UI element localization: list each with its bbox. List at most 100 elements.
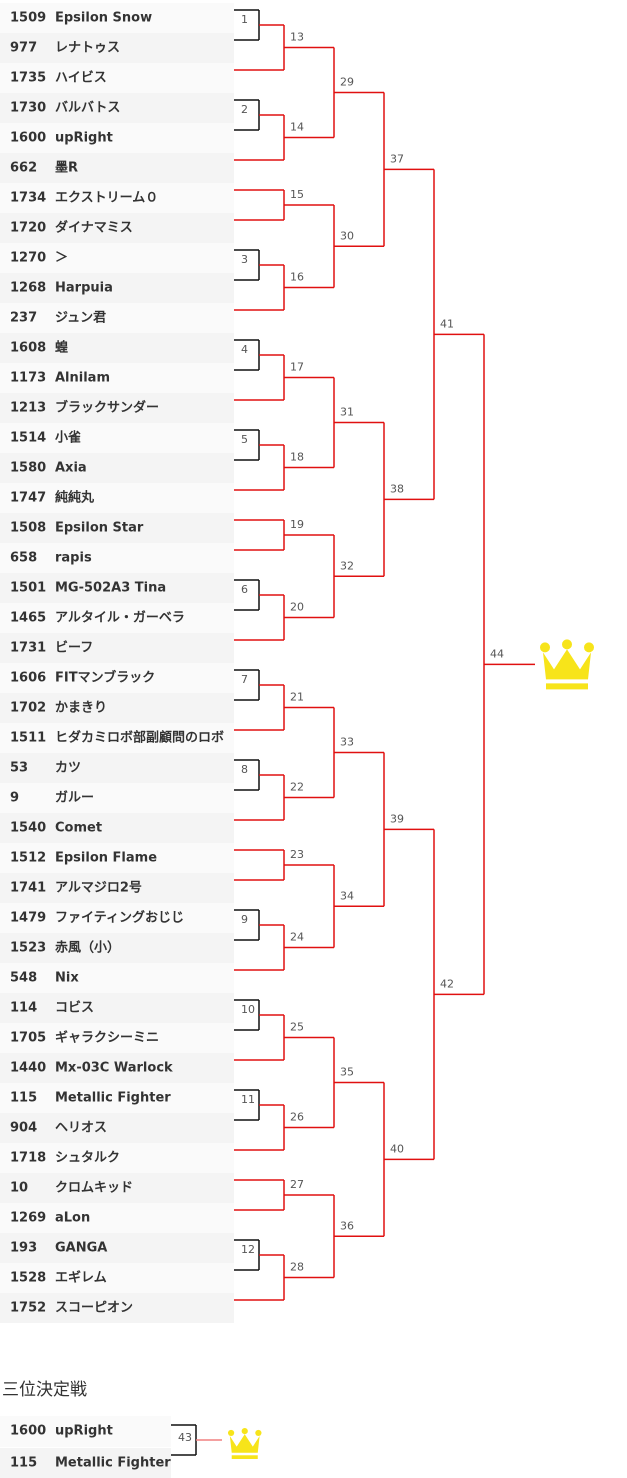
crown-part	[546, 683, 588, 690]
entry-name: ジュン君	[55, 311, 106, 326]
entry-name: ギャラクシーミニ	[55, 1030, 159, 1046]
match-number: 22	[290, 781, 304, 794]
match-number: 8	[241, 763, 248, 776]
entry-rating: 904	[10, 1121, 37, 1136]
entry-name: Axia	[55, 461, 87, 476]
entry-rating: 1741	[10, 881, 46, 896]
entry-rating: 1600	[10, 131, 46, 146]
match-number: 38	[390, 482, 404, 495]
entry-rating: 1528	[10, 1271, 46, 1286]
entry-name: Epsilon Flame	[55, 851, 157, 866]
entry-rating: 1514	[10, 431, 46, 446]
entry-row	[0, 3, 234, 33]
entry-name: Epsilon Snow	[55, 11, 152, 26]
entry-name: rapis	[55, 551, 92, 566]
entry-row	[0, 573, 234, 603]
entry-name: Alnilam	[55, 371, 110, 386]
match-number: 32	[340, 559, 354, 572]
entry-rating: 1269	[10, 1211, 46, 1226]
entry-rating: 53	[10, 761, 28, 776]
entry-rating: 662	[10, 161, 37, 176]
match-number: 7	[241, 673, 248, 686]
match-number: 16	[290, 271, 304, 284]
match-number: 18	[290, 451, 304, 464]
entry-row	[0, 423, 234, 453]
match-number: 19	[290, 518, 304, 531]
entry-name: 小雀	[55, 430, 81, 446]
entry-rating: 1747	[10, 491, 46, 506]
entry-rating: 1511	[10, 731, 46, 746]
crown-part	[562, 639, 572, 650]
entry-rating: 1702	[10, 701, 46, 716]
entry-row	[0, 783, 234, 813]
crown-part	[543, 649, 591, 680]
entry-row	[0, 513, 234, 543]
entry-row	[0, 633, 234, 663]
entry-name: アルマジロ2号	[55, 881, 142, 896]
entry-row	[0, 813, 234, 843]
match-number: 43	[178, 1431, 192, 1444]
match-number: 13	[290, 31, 304, 44]
entry-row	[0, 213, 234, 243]
entry-rating: 1735	[10, 71, 46, 86]
entry-name: 純純丸	[55, 490, 95, 506]
entry-rating: 1512	[10, 851, 46, 866]
match-number: 36	[340, 1219, 354, 1232]
entry-name: エギレム	[55, 1270, 107, 1286]
entry-rating: 1501	[10, 581, 46, 596]
entry-name: upRight	[55, 1424, 113, 1439]
match-number: 1	[241, 13, 248, 26]
entry-name: かまきり	[55, 701, 107, 716]
crown-part	[229, 1434, 260, 1453]
entry-name: 赤風（小）	[55, 940, 120, 956]
entry-row	[0, 1083, 234, 1113]
entry-row	[0, 483, 234, 513]
entry-row	[0, 903, 234, 933]
entry-row	[0, 93, 234, 123]
entry-name: Harpuia	[55, 281, 113, 296]
entry-row	[0, 1293, 234, 1323]
entry-rating: 1213	[10, 401, 46, 416]
entry-row	[0, 1173, 234, 1203]
match-number: 34	[340, 889, 354, 902]
entry-row	[0, 243, 234, 273]
match-number: 33	[340, 736, 354, 749]
crown-part	[228, 1429, 235, 1437]
entry-row	[0, 1053, 234, 1083]
entry-row	[0, 273, 234, 303]
entry-rating: 1718	[10, 1151, 46, 1166]
match-number: 11	[241, 1093, 255, 1106]
entry-rating: 115	[10, 1091, 37, 1106]
entry-rating: 1173	[10, 371, 46, 386]
entry-name: aLon	[55, 1211, 90, 1226]
match-number: 5	[241, 433, 248, 446]
entry-row	[0, 363, 234, 393]
entry-row	[0, 1113, 234, 1143]
entry-name: 蝗	[55, 340, 68, 356]
entry-row	[0, 723, 234, 753]
entry-row	[0, 873, 234, 903]
entry-row	[0, 153, 234, 183]
entry-row	[0, 1143, 234, 1173]
match-number: 20	[290, 601, 304, 614]
entry-name: Comet	[55, 821, 102, 836]
entry-row	[0, 993, 234, 1023]
entry-rating: 1608	[10, 341, 46, 356]
entry-rating: 1523	[10, 941, 46, 956]
crown-part	[231, 1455, 258, 1459]
match-number: 24	[290, 931, 304, 944]
entry-row	[0, 1416, 171, 1447]
match-number: 37	[390, 152, 404, 165]
entry-row	[0, 543, 234, 573]
match-number: 27	[290, 1178, 304, 1191]
entry-row	[0, 303, 234, 333]
entry-name: MG-502A3 Tina	[55, 581, 166, 596]
match-number: 14	[290, 121, 304, 134]
entry-row	[0, 1263, 234, 1293]
entry-row	[0, 603, 234, 633]
entry-name: エクストリーム０	[55, 191, 158, 206]
entry-rating: 1752	[10, 1301, 46, 1316]
entry-row	[0, 663, 234, 693]
